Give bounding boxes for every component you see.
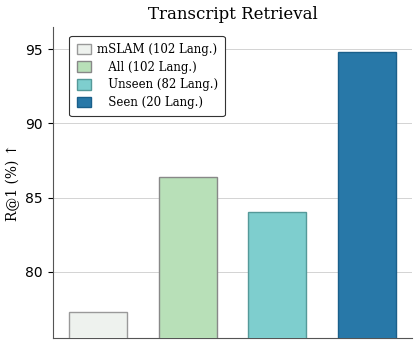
Title: Transcript Retrieval: Transcript Retrieval bbox=[148, 6, 317, 23]
Bar bbox=[159, 177, 217, 344]
Bar bbox=[248, 212, 306, 344]
Legend: mSLAM (102 Lang.),    All (102 Lang.),    Unseen (82 Lang.),    Seen (20 Lang.): mSLAM (102 Lang.), All (102 Lang.), Unse… bbox=[69, 36, 225, 116]
Bar bbox=[69, 312, 127, 344]
Y-axis label: R@1 (%) ↑: R@1 (%) ↑ bbox=[5, 144, 20, 221]
Bar bbox=[338, 52, 396, 344]
